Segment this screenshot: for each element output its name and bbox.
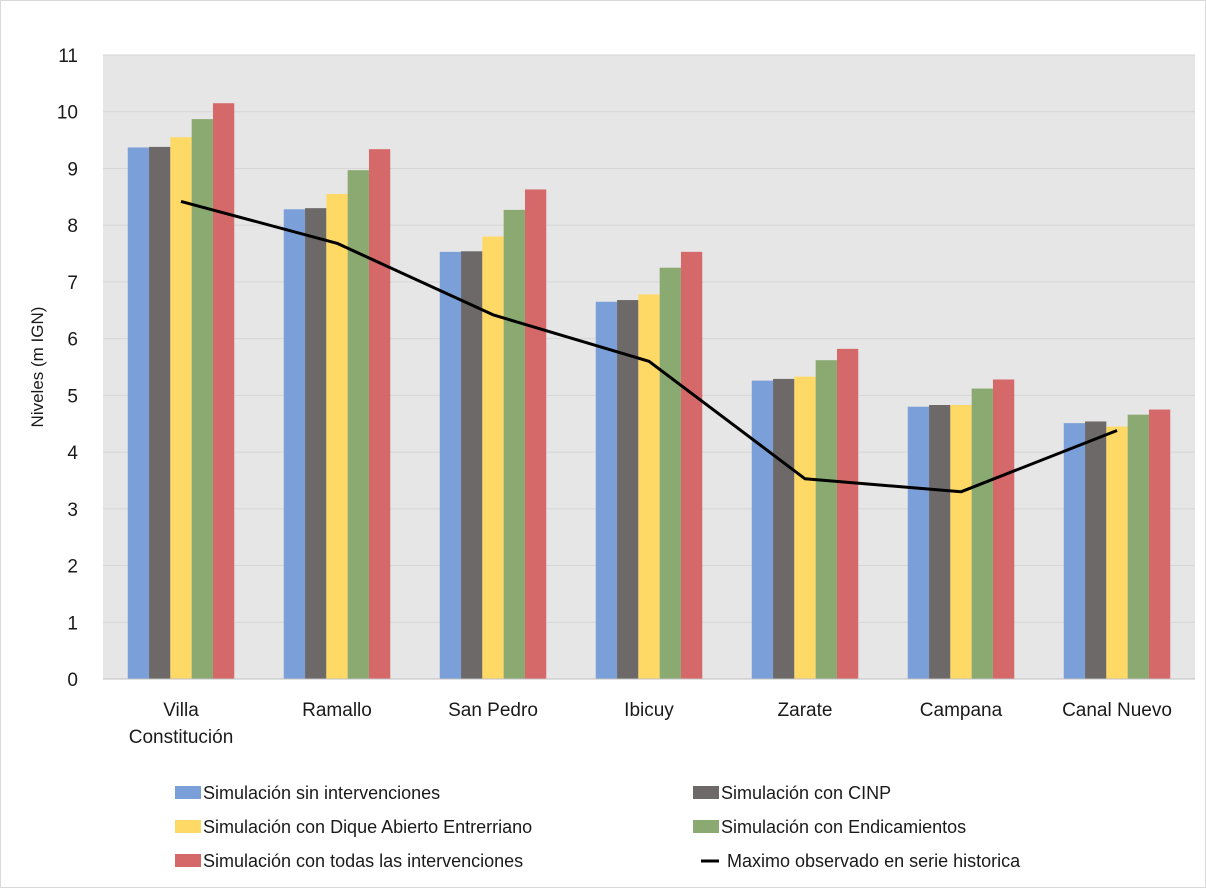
legend-swatch	[175, 820, 201, 833]
y-tick-label: 1	[67, 613, 78, 634]
y-tick-label: 4	[67, 443, 78, 464]
bar	[305, 208, 327, 679]
bar	[1085, 421, 1107, 679]
bar	[439, 251, 462, 680]
bar	[326, 193, 348, 679]
y-tick-label: 10	[57, 103, 78, 124]
legend-swatch	[175, 786, 201, 799]
bar	[524, 189, 547, 679]
bar-series	[127, 103, 1171, 680]
bar	[503, 209, 525, 679]
bar	[617, 300, 639, 679]
bar	[368, 149, 391, 680]
legend: Simulación sin intervenciones Simulación …	[175, 783, 1021, 871]
bar	[950, 405, 972, 679]
y-tick-label: 8	[67, 216, 78, 237]
bar	[751, 380, 774, 679]
bar	[482, 236, 504, 679]
bar	[971, 388, 993, 679]
y-axis-label: Niveles (m IGN)	[28, 307, 47, 428]
legend-label: Simulación con Dique Abierto Entrerriano	[203, 817, 532, 837]
bar	[347, 170, 369, 679]
x-tick-label: Constitución	[129, 727, 234, 748]
legend-swatch	[693, 786, 719, 799]
bar	[794, 376, 816, 679]
bar	[907, 406, 930, 679]
bar	[1063, 423, 1086, 679]
bar	[149, 146, 171, 679]
legend-label: Simulación con CINP	[721, 783, 891, 803]
bar	[815, 360, 837, 679]
bar	[127, 147, 150, 679]
bar	[659, 267, 681, 679]
line-series	[180, 199, 1118, 494]
x-tick-label: San Pedro	[448, 700, 538, 721]
bar	[1106, 426, 1128, 679]
x-tick-label: Ramallo	[302, 700, 372, 721]
bar	[595, 301, 618, 679]
x-tick-label: Ibicuy	[624, 700, 674, 721]
y-tick-label: 7	[67, 273, 78, 294]
bar	[1127, 414, 1149, 679]
x-tick-label: Zarate	[778, 700, 833, 721]
y-tick-label: 3	[67, 500, 78, 521]
legend-label: Simulación con Endicamientos	[721, 817, 966, 837]
bar	[992, 379, 1015, 679]
bar	[191, 119, 213, 680]
legend-label: Maximo observado en serie historica	[727, 851, 1021, 871]
bar	[212, 103, 235, 679]
x-tick-label: Villa	[163, 700, 199, 721]
bar	[170, 137, 192, 680]
y-axis-tick-labels: 0 1 2 3 4 5 6 7 8 9 10 11	[57, 46, 79, 691]
bar	[773, 378, 795, 679]
maximo-observado-line	[180, 199, 1118, 494]
legend-label: Simulación con todas las intervenciones	[203, 851, 523, 871]
x-axis-tick-labels: Villa Constitución Ramallo San Pedro Ibicuy Z…	[129, 700, 1172, 748]
bar	[836, 348, 859, 679]
legend-swatch	[693, 820, 719, 833]
bar	[461, 251, 483, 679]
x-tick-label: Campana	[920, 700, 1003, 721]
y-tick-label: 5	[67, 386, 78, 407]
bar	[680, 251, 703, 680]
bar	[283, 209, 306, 679]
bar	[1148, 409, 1171, 679]
bar	[638, 294, 660, 679]
y-tick-label: 0	[67, 670, 78, 691]
bar	[929, 405, 951, 679]
legend-swatch	[175, 854, 201, 867]
legend-label: Simulación sin intervenciones	[203, 783, 440, 803]
y-tick-label: 11	[58, 46, 78, 67]
y-tick-label: 9	[67, 159, 78, 180]
x-tick-label: Canal Nuevo	[1062, 700, 1172, 721]
y-tick-label: 6	[67, 330, 78, 351]
y-tick-label: 2	[67, 557, 78, 578]
